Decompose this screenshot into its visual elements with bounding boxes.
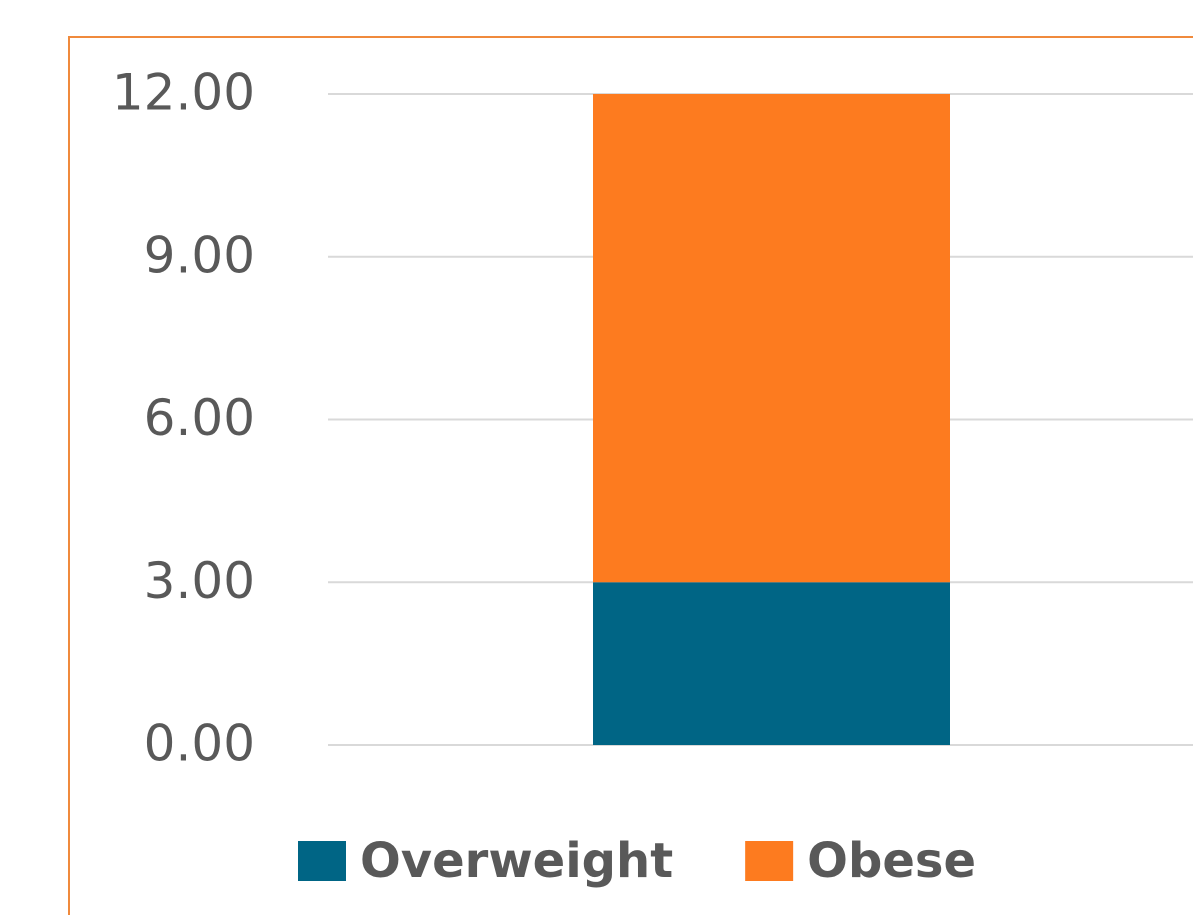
y-tick-label: 9.00 xyxy=(144,226,255,284)
y-tick-label: 6.00 xyxy=(144,389,255,447)
bar-segment xyxy=(593,94,950,583)
bar-segment xyxy=(593,582,950,745)
legend-swatch xyxy=(745,841,794,881)
y-tick-label: 3.00 xyxy=(144,552,255,610)
y-tick-label: 12.00 xyxy=(112,64,255,122)
legend-swatch xyxy=(298,841,346,881)
legend-label: Overweight xyxy=(360,833,673,889)
chart-frame xyxy=(68,36,1193,915)
y-tick-label: 0.00 xyxy=(144,715,255,773)
legend-label: Obese xyxy=(807,833,976,889)
